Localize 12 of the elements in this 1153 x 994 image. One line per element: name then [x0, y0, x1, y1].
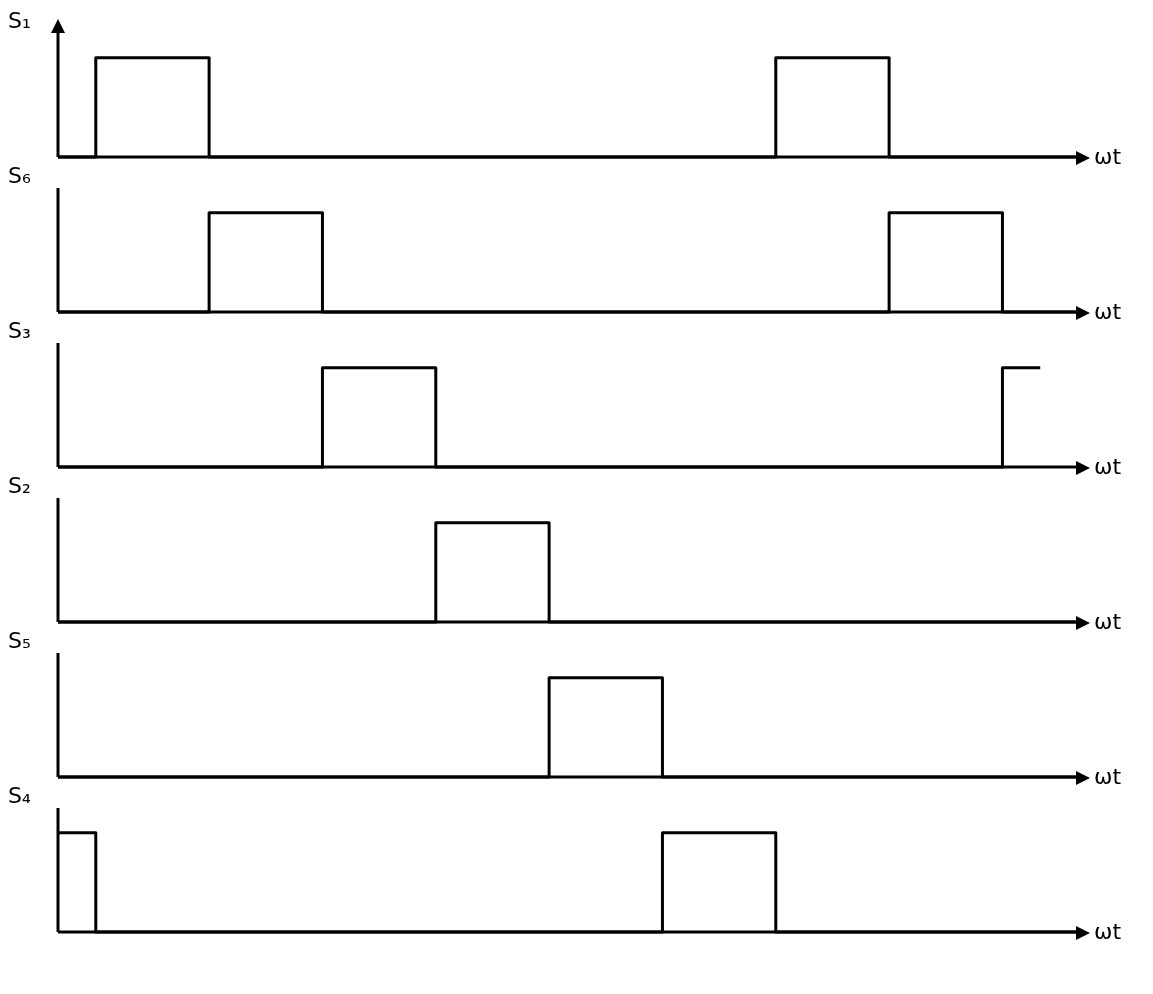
x-axis-title: ωt [1094, 609, 1122, 634]
x-axis-title: ωt [1094, 764, 1122, 789]
y-axis-title: S₄ [8, 783, 31, 808]
x-axis-title: ωt [1094, 919, 1122, 944]
y-axis-title: S₁ [8, 8, 31, 33]
x-axis-title: ωt [1094, 144, 1122, 169]
y-axis-title: S₃ [8, 318, 31, 343]
x-axis-title: ωt [1094, 454, 1122, 479]
x-axis-title: ωt [1094, 299, 1122, 324]
y-axis-title: S₆ [8, 163, 31, 188]
y-axis-title: S₂ [8, 473, 31, 498]
y-axis-title: S₅ [8, 628, 31, 653]
